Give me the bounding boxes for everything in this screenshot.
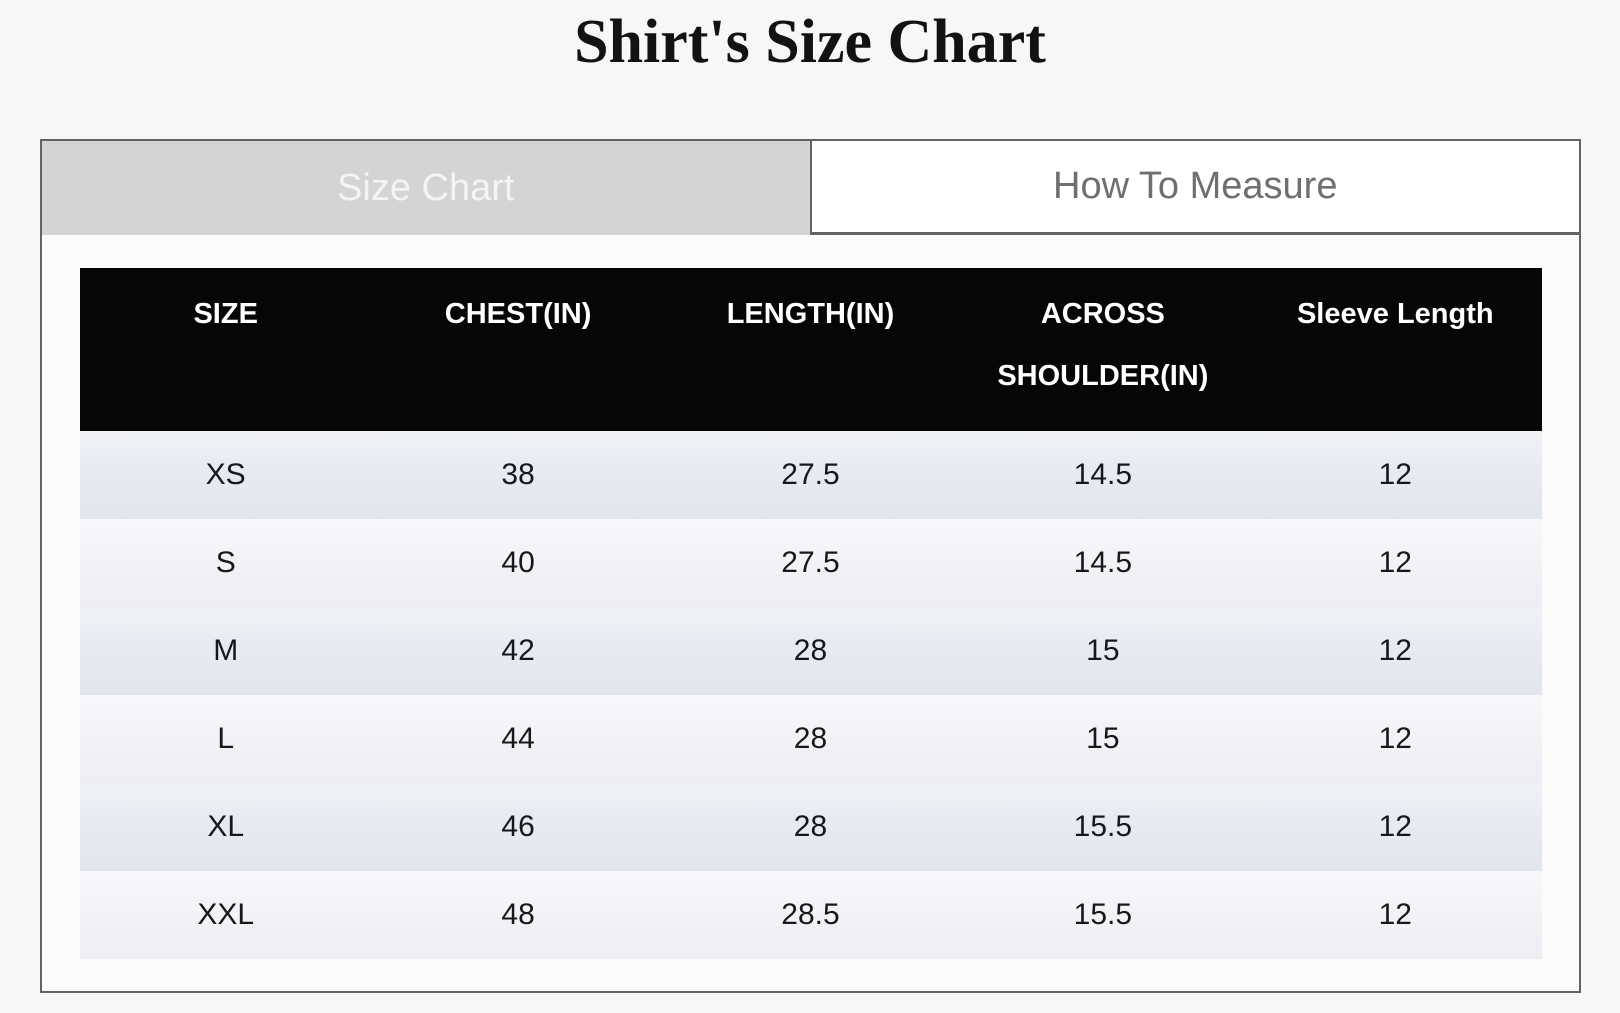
value-cell: 28.5 xyxy=(664,871,957,960)
size-cell: L xyxy=(79,695,372,784)
column-header: CHEST(IN) xyxy=(371,268,665,432)
column-header: ACROSS SHOULDER(IN) xyxy=(956,268,1250,432)
value-cell: 27.5 xyxy=(664,431,957,520)
size-table-body: XS 38 27.5 14.5 12 S 40 27.5 14.5 12 M 42 28 15 12 L 44 2… xyxy=(79,431,1542,960)
value-cell: 44 xyxy=(371,695,665,784)
value-cell: 28 xyxy=(664,607,957,696)
value-cell: 28 xyxy=(664,783,957,872)
column-header: LENGTH(IN) xyxy=(664,268,957,432)
value-cell: 46 xyxy=(371,783,665,872)
size-cell: XL xyxy=(79,783,372,872)
size-cell: M xyxy=(79,607,372,696)
value-cell: 27.5 xyxy=(664,519,957,608)
size-table: SIZE CHEST(IN) LENGTH(IN) ACROSS SHOULDER(I… xyxy=(79,268,1542,960)
size-chart-panel: Size Chart How To Measure SIZE CHEST(IN) L… xyxy=(39,139,1581,995)
table-row: L 44 28 15 12 xyxy=(79,695,1542,784)
value-cell: 42 xyxy=(371,607,665,696)
value-cell: 28 xyxy=(664,695,957,784)
value-cell: 15 xyxy=(956,695,1250,784)
tab-how-to-measure[interactable]: How To Measure xyxy=(810,141,1579,236)
value-cell: 15.5 xyxy=(956,871,1250,960)
table-row: XS 38 27.5 14.5 12 xyxy=(79,431,1542,520)
table-row: S 40 27.5 14.5 12 xyxy=(79,519,1542,608)
tab-content: SIZE CHEST(IN) LENGTH(IN) ACROSS SHOULDER(I… xyxy=(42,235,1579,995)
size-table-header-row: SIZE CHEST(IN) LENGTH(IN) ACROSS SHOULDER(I… xyxy=(79,268,1542,432)
size-cell: XXL xyxy=(79,871,372,960)
table-row: XXL 48 28.5 15.5 12 xyxy=(79,871,1542,960)
column-header: SIZE xyxy=(79,268,372,432)
value-cell: 14.5 xyxy=(956,431,1250,520)
size-table-head: SIZE CHEST(IN) LENGTH(IN) ACROSS SHOULDER(I… xyxy=(79,268,1542,432)
value-cell: 38 xyxy=(371,431,665,520)
value-cell: 15.5 xyxy=(956,783,1250,872)
value-cell: 12 xyxy=(1249,431,1542,520)
value-cell: 12 xyxy=(1249,783,1542,872)
value-cell: 12 xyxy=(1249,695,1542,784)
value-cell: 14.5 xyxy=(956,519,1250,608)
value-cell: 12 xyxy=(1249,871,1542,960)
tab-size-chart[interactable]: Size Chart xyxy=(41,141,810,236)
value-cell: 12 xyxy=(1249,519,1542,608)
value-cell: 40 xyxy=(371,519,665,608)
tab-bar: Size Chart How To Measure xyxy=(41,141,1579,236)
column-header: Sleeve Length xyxy=(1249,268,1542,432)
size-cell: XS xyxy=(79,431,372,520)
page-title: Shirt's Size Chart xyxy=(574,8,1046,76)
size-cell: S xyxy=(79,519,372,608)
value-cell: 15 xyxy=(956,607,1250,696)
value-cell: 12 xyxy=(1249,607,1542,696)
table-row: XL 46 28 15.5 12 xyxy=(79,783,1542,872)
tab-how-to-measure-label: How To Measure xyxy=(1053,165,1338,208)
tab-size-chart-label: Size Chart xyxy=(337,166,515,209)
value-cell: 48 xyxy=(371,871,665,960)
table-row: M 42 28 15 12 xyxy=(79,607,1542,696)
